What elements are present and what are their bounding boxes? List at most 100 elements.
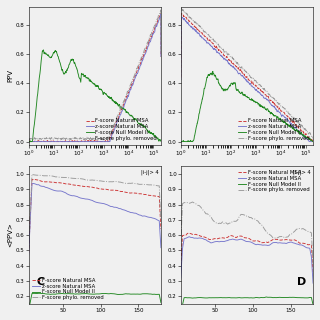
F-score phylo. removed	[203, 30, 206, 34]
F-score Natural MSA	[146, 193, 149, 197]
F-score Natural MSA	[213, 45, 217, 49]
F-score phylo. removed	[61, 137, 65, 141]
F-score Null Model II	[146, 292, 149, 296]
F-score Natural MSA	[259, 241, 263, 244]
F-score phylo. removed	[126, 88, 130, 92]
F-score Natural MSA	[311, 139, 315, 143]
F-score phylo. removed	[180, 7, 184, 11]
F-score phylo. removed	[50, 136, 54, 140]
F-score Null Model II	[109, 292, 113, 295]
F-score Null Model II	[264, 295, 268, 299]
F-score phylo. removed	[27, 138, 30, 142]
F-score phylo. removed	[107, 180, 111, 184]
Line: F-score Natural MSA: F-score Natural MSA	[28, 13, 161, 141]
F-score Null Model II	[213, 73, 217, 77]
F-score Null Model II	[27, 308, 30, 312]
F-score Natural MSA	[27, 140, 30, 143]
Legend: F-score Natural MSA, z-score Natural MSA, F-score Null Model II, F-score phylo. : F-score Natural MSA, z-score Natural MSA…	[31, 277, 105, 301]
Line: F-score phylo. removed: F-score phylo. removed	[181, 9, 313, 139]
z-score Natural MSA	[159, 54, 163, 58]
F-score Natural MSA	[114, 188, 118, 192]
F-score Natural MSA	[105, 140, 108, 143]
F-score Null Model II	[311, 140, 315, 143]
z-score Natural MSA	[271, 241, 275, 245]
z-score Natural MSA	[159, 246, 163, 250]
F-score phylo. removed	[268, 92, 271, 96]
F-score Natural MSA	[239, 68, 243, 72]
z-score Natural MSA	[311, 281, 315, 285]
F-score Natural MSA	[257, 86, 261, 90]
F-score Null Model II	[87, 77, 91, 81]
F-score Natural MSA	[27, 251, 30, 255]
Text: C: C	[36, 277, 45, 287]
F-score Natural MSA	[311, 270, 315, 274]
z-score Natural MSA	[239, 237, 243, 241]
Text: |i-j|> 4: |i-j|> 4	[140, 169, 158, 175]
F-score phylo. removed	[239, 212, 243, 216]
F-score Natural MSA	[159, 227, 163, 231]
Line: z-score Natural MSA: z-score Natural MSA	[181, 17, 313, 141]
z-score Natural MSA	[87, 197, 91, 201]
z-score Natural MSA	[179, 78, 183, 82]
F-score phylo. removed	[279, 103, 283, 107]
F-score Natural MSA	[158, 12, 162, 15]
F-score Natural MSA	[115, 119, 119, 123]
F-score Null Model II	[42, 48, 45, 52]
F-score Null Model II	[202, 86, 206, 90]
F-score Null Model II	[266, 295, 270, 299]
F-score Natural MSA	[61, 140, 65, 143]
F-score phylo. removed	[119, 180, 123, 184]
F-score Null Model II	[127, 111, 131, 115]
F-score Natural MSA	[279, 108, 283, 112]
F-score phylo. removed	[259, 222, 263, 226]
z-score Natural MSA	[27, 253, 30, 257]
z-score Natural MSA	[126, 94, 130, 98]
F-score Null Model II	[107, 292, 111, 296]
z-score Natural MSA	[266, 244, 270, 247]
F-score Null Model II	[298, 296, 301, 300]
Legend: F-score Natural MSA, z-score Natural MSA, F-score Null Model II, F-score phylo. : F-score Natural MSA, z-score Natural MSA…	[237, 169, 310, 194]
F-score Natural MSA	[268, 97, 271, 101]
F-score Natural MSA	[119, 189, 123, 193]
F-score Null Model II	[259, 296, 263, 300]
F-score phylo. removed	[261, 224, 265, 228]
F-score Natural MSA	[179, 76, 183, 79]
Line: F-score Null Model II: F-score Null Model II	[181, 71, 313, 141]
F-score phylo. removed	[191, 200, 195, 204]
Line: F-score phylo. removed: F-score phylo. removed	[28, 10, 161, 140]
F-score Null Model II	[211, 69, 215, 73]
F-score phylo. removed	[257, 83, 261, 86]
F-score Null Model II	[239, 92, 243, 95]
Legend: F-score Natural MSA, z-score Natural MSA, F-score Null Model II, F-score phylo. : F-score Natural MSA, z-score Natural MSA…	[85, 117, 158, 142]
z-score Natural MSA	[311, 140, 315, 143]
F-score Natural MSA	[203, 34, 206, 38]
F-score phylo. removed	[266, 232, 270, 236]
F-score phylo. removed	[159, 8, 163, 12]
F-score Natural MSA	[50, 140, 54, 143]
F-score Null Model II	[159, 139, 163, 143]
F-score phylo. removed	[179, 243, 183, 246]
F-score phylo. removed	[109, 180, 113, 184]
F-score Natural MSA	[159, 55, 163, 59]
F-score phylo. removed	[311, 137, 315, 140]
F-score Natural MSA	[87, 139, 91, 143]
F-score Null Model II	[257, 102, 261, 106]
z-score Natural MSA	[239, 73, 243, 77]
F-score Null Model II	[258, 296, 261, 300]
F-score phylo. removed	[30, 172, 34, 176]
Text: |i-j|> 4: |i-j|> 4	[293, 169, 310, 175]
z-score Natural MSA	[50, 140, 54, 143]
F-score Natural MSA	[179, 12, 183, 15]
F-score Natural MSA	[298, 241, 301, 245]
F-score phylo. removed	[114, 180, 118, 183]
F-score phylo. removed	[146, 183, 149, 187]
F-score Natural MSA	[266, 241, 270, 244]
F-score Null Model II	[179, 310, 183, 314]
F-score Natural MSA	[271, 238, 275, 242]
F-score phylo. removed	[179, 74, 183, 78]
F-score phylo. removed	[87, 136, 91, 140]
z-score Natural MSA	[109, 204, 113, 208]
F-score Natural MSA	[109, 188, 113, 192]
Line: F-score Null Model II: F-score Null Model II	[181, 297, 313, 312]
F-score Null Model II	[116, 101, 119, 105]
